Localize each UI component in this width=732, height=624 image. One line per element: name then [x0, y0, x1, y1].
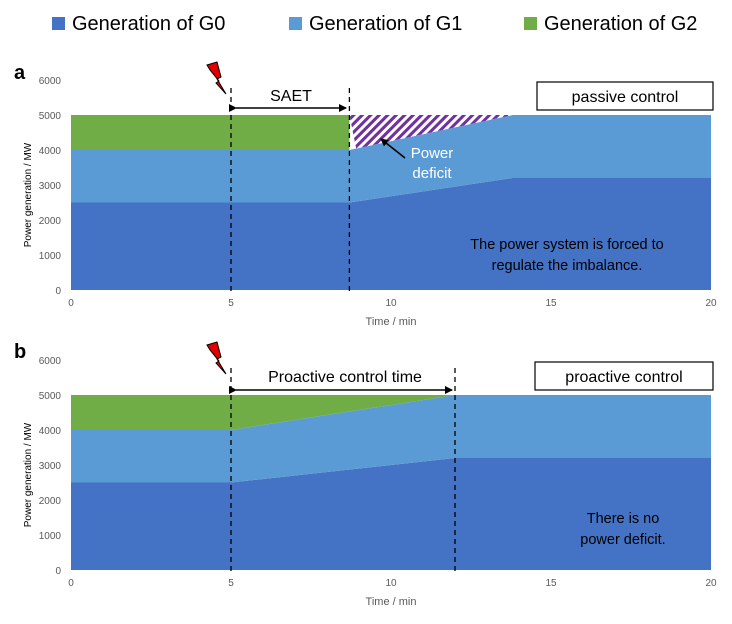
x-tick-label: 0: [68, 578, 74, 589]
imbalance-annotation-line2: regulate the imbalance.: [492, 258, 643, 274]
x-tick-label: 15: [545, 298, 557, 309]
panel-label-a: a: [14, 62, 26, 84]
y-tick-label: 4000: [39, 146, 62, 157]
y-tick-label: 1000: [39, 251, 62, 262]
y-axis-label: Power generation / MW: [23, 142, 34, 247]
x-tick-label: 10: [385, 578, 397, 589]
x-tick-label: 0: [68, 298, 74, 309]
lightning-bolt-icon: [206, 341, 227, 375]
legend-swatch-g2: [524, 17, 537, 30]
y-tick-label: 1000: [39, 531, 62, 542]
legend-label-g0: Generation of G0: [72, 13, 225, 35]
deficit-annotation-line2: deficit: [412, 165, 452, 182]
panel-label-b: b: [14, 341, 26, 363]
panel-a: a 0 1000 2000 3000 4000 5000 6000 0 5 10 15 20 Time …: [14, 61, 717, 328]
y-tick-label: 0: [55, 566, 61, 577]
x-tick-label: 20: [705, 578, 717, 589]
control-box-a: [536, 81, 714, 111]
control-box-label-a: passive control: [572, 89, 679, 106]
legend-label-g2: Generation of G2: [544, 13, 697, 35]
x-tick-label: 5: [228, 578, 234, 589]
area-series-g2: [71, 115, 350, 150]
lightning-bolt-icon: [206, 61, 227, 95]
legend-swatch-g1: [289, 17, 302, 30]
y-tick-label: 2000: [39, 496, 62, 507]
interval-label-b: Proactive control time: [268, 369, 422, 386]
y-tick-label: 3000: [39, 461, 62, 472]
no-deficit-annotation-line2: power deficit.: [580, 532, 665, 548]
power-deficit-region: [349, 115, 513, 149]
y-tick-label: 6000: [39, 76, 62, 87]
deficit-pointer-arrow: [380, 138, 406, 159]
control-box-b: [534, 361, 714, 391]
deficit-annotation-line1: Power: [411, 145, 454, 162]
y-tick-label: 5000: [39, 391, 62, 402]
y-tick-label: 6000: [39, 356, 62, 367]
y-tick-label: 5000: [39, 111, 62, 122]
y-axis-label: Power generation / MW: [23, 422, 34, 527]
x-axis-label: Time / min: [366, 596, 417, 608]
x-tick-label: 10: [385, 298, 397, 309]
imbalance-annotation-line1: The power system is forced to: [470, 237, 663, 253]
x-tick-label: 15: [545, 578, 557, 589]
x-axis-label: Time / min: [366, 316, 417, 328]
no-deficit-annotation-line1: There is no: [587, 511, 660, 527]
legend: Generation of G0 Generation of G1 Genera…: [52, 13, 697, 35]
y-tick-label: 0: [55, 286, 61, 297]
panel-b: b 0 1000 2000 3000 4000 5000 6000 0 5 10 15 20 Time …: [14, 341, 717, 608]
y-tick-label: 2000: [39, 216, 62, 227]
control-box-label-b: proactive control: [565, 369, 682, 386]
y-tick-label: 4000: [39, 426, 62, 437]
legend-label-g1: Generation of G1: [309, 13, 462, 35]
legend-swatch-g0: [52, 17, 65, 30]
x-tick-label: 20: [705, 298, 717, 309]
area-series-g2: [71, 395, 455, 430]
y-tick-label: 3000: [39, 181, 62, 192]
x-tick-label: 5: [228, 298, 234, 309]
interval-label-a: SAET: [270, 88, 312, 105]
